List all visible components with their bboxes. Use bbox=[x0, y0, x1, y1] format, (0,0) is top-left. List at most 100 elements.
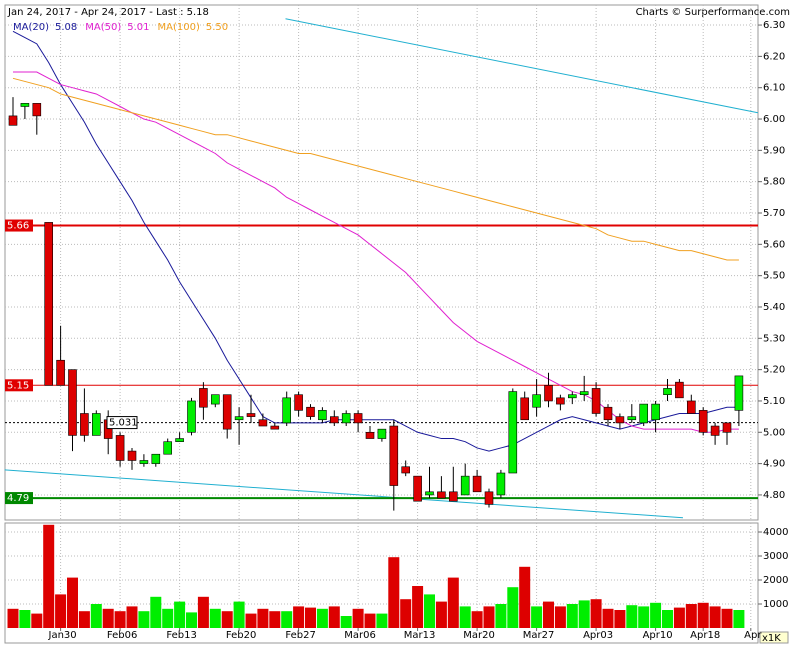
candle-body bbox=[258, 419, 268, 427]
volume-bar bbox=[376, 613, 388, 628]
x-tick-label: Mar20 bbox=[463, 630, 495, 641]
candle-body bbox=[567, 394, 577, 399]
candle-body bbox=[8, 115, 18, 126]
volume-bar bbox=[150, 596, 162, 628]
volume-bar bbox=[650, 602, 662, 628]
candle-body bbox=[651, 403, 660, 421]
volume-bar bbox=[328, 606, 340, 628]
x-tick-label: Apr10 bbox=[643, 630, 673, 641]
candle-body bbox=[544, 384, 553, 402]
x-tick-label: Apr03 bbox=[583, 630, 613, 641]
candle-body bbox=[413, 475, 422, 502]
x-tick-label: Jan30 bbox=[48, 630, 77, 641]
candle-body bbox=[722, 422, 732, 433]
credit: Charts © Surperformance.com bbox=[636, 7, 790, 18]
candle-body bbox=[44, 222, 54, 386]
y-tick-label: 1000 bbox=[763, 599, 788, 610]
legend-name: MA(20) bbox=[13, 22, 49, 33]
candle-body bbox=[425, 491, 434, 496]
candle-body bbox=[306, 406, 315, 417]
volume-bar bbox=[590, 599, 602, 628]
candle-body bbox=[579, 391, 589, 395]
candle-body bbox=[341, 413, 351, 424]
candle-body bbox=[603, 406, 613, 421]
candle-body bbox=[282, 397, 292, 424]
marks bbox=[7, 97, 745, 628]
level-label-box bbox=[5, 379, 33, 392]
y-tick-label: 2000 bbox=[763, 575, 788, 586]
candle-body bbox=[710, 425, 720, 436]
volume-bar bbox=[554, 606, 566, 628]
volume-bar bbox=[316, 608, 328, 628]
volume-bar bbox=[412, 586, 424, 628]
y-tick-label: 5.40 bbox=[763, 302, 785, 313]
volume-bar bbox=[78, 611, 90, 628]
volume-bar bbox=[126, 606, 138, 628]
volume-bar bbox=[281, 611, 293, 628]
trendline bbox=[285, 18, 759, 114]
volume-bar bbox=[519, 566, 531, 628]
x-tick-label: Mar27 bbox=[523, 630, 555, 641]
y-tick-label: 5.50 bbox=[763, 271, 785, 282]
candle-body bbox=[472, 475, 482, 493]
legend-name: MA(50) bbox=[85, 22, 121, 33]
candle-body bbox=[56, 359, 65, 386]
candle-body bbox=[139, 460, 149, 464]
candle-body bbox=[437, 491, 446, 499]
candle-body bbox=[80, 413, 89, 436]
candle-body bbox=[163, 441, 172, 455]
level-label: 5.66 bbox=[7, 221, 29, 232]
volume-bar bbox=[531, 606, 543, 628]
volume-bar bbox=[424, 594, 435, 628]
candle-body bbox=[365, 431, 375, 439]
volume-bar bbox=[471, 611, 483, 628]
candle-body bbox=[663, 388, 672, 395]
x-tick-label: Feb06 bbox=[107, 630, 137, 641]
y-tick-label: 5.00 bbox=[763, 427, 785, 438]
candle-body bbox=[222, 394, 232, 430]
candle-body bbox=[508, 391, 518, 474]
volume-bar bbox=[174, 601, 186, 628]
volume-bar bbox=[209, 608, 221, 628]
y-tick-label: 5.30 bbox=[763, 333, 785, 344]
volume-bar bbox=[19, 610, 31, 628]
x-tick-label: Mar06 bbox=[344, 630, 376, 641]
candle-body bbox=[686, 400, 696, 414]
x-tick-label: Mar13 bbox=[404, 630, 436, 641]
volume-bar bbox=[305, 607, 316, 628]
trendline bbox=[4, 469, 684, 519]
volume-bar bbox=[340, 616, 352, 628]
chart-title: Jan 24, 2017 - Apr 24, 2017 - Last : 5.1… bbox=[7, 7, 209, 18]
legend-value: 5.08 bbox=[55, 22, 77, 33]
candle-body bbox=[20, 103, 30, 107]
volume-bar bbox=[245, 613, 257, 628]
moving-average bbox=[12, 77, 739, 261]
volume-bar bbox=[257, 608, 269, 628]
volume-bar bbox=[293, 606, 305, 628]
volume-bar bbox=[638, 606, 650, 628]
candle-body bbox=[734, 375, 744, 411]
volume-bar bbox=[400, 599, 412, 628]
volume-unit: x1K bbox=[762, 633, 781, 644]
x-tick-label: Apr bbox=[744, 630, 762, 641]
legend-value: 5.01 bbox=[127, 22, 149, 33]
volume-bar bbox=[352, 608, 364, 628]
moving-average bbox=[12, 30, 739, 452]
y-tick-label: 6.00 bbox=[763, 114, 785, 125]
volume-bar bbox=[614, 610, 626, 628]
volume-bar bbox=[90, 604, 102, 628]
level-label: 5.15 bbox=[7, 380, 29, 391]
volume-bar bbox=[447, 577, 459, 628]
candle-body bbox=[520, 397, 530, 421]
candle-body bbox=[496, 472, 506, 496]
volume-bar bbox=[459, 606, 471, 628]
candle-body bbox=[532, 394, 541, 408]
candle-body bbox=[115, 435, 125, 461]
volume-bar bbox=[43, 524, 55, 628]
level-label: 4.79 bbox=[7, 493, 29, 504]
legend-value: 5.50 bbox=[206, 22, 228, 33]
volume-bar bbox=[662, 610, 673, 628]
y-tick-label: 5.80 bbox=[763, 177, 785, 188]
